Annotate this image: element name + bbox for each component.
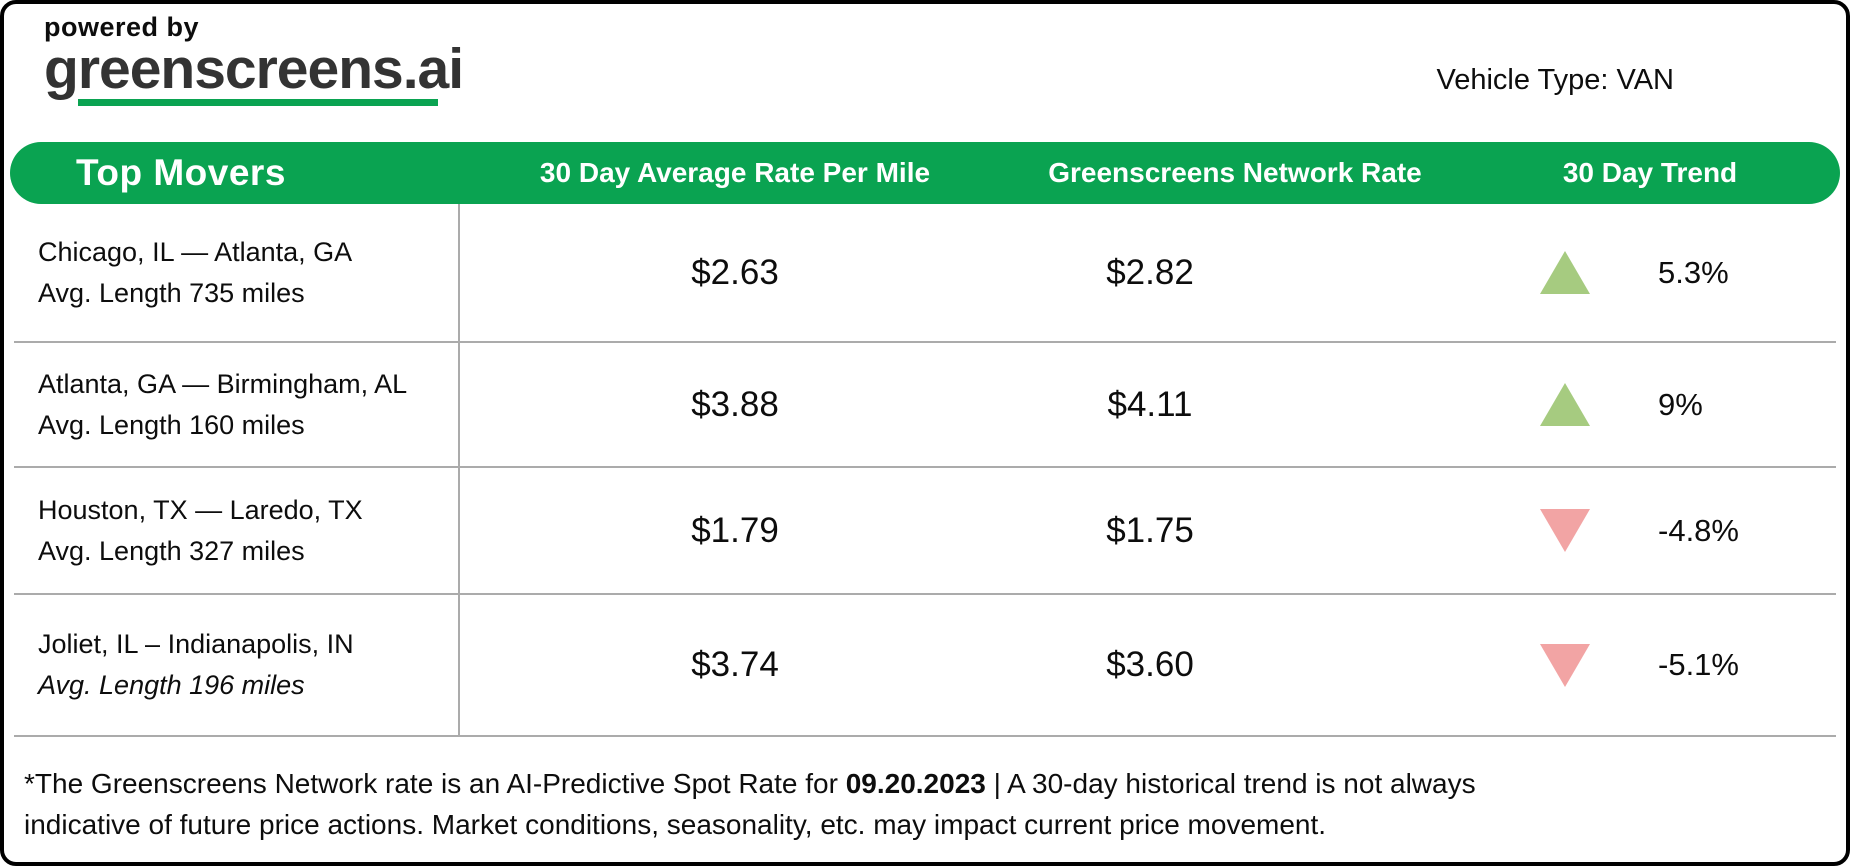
trend-cell: 5.3% <box>1460 204 1836 341</box>
route-cell: Houston, TX — Laredo, TX Avg. Length 327… <box>14 468 460 593</box>
route-length: Avg. Length 196 miles <box>38 670 305 700</box>
avg-rate-value: $2.63 <box>691 252 779 292</box>
trend-up-icon <box>1540 383 1590 426</box>
route-name: Joliet, IL – Indianapolis, IN <box>38 629 354 659</box>
footnote-prefix: *The Greenscreens Network rate is an AI-… <box>24 768 846 799</box>
brand-underline <box>78 99 438 106</box>
footnote-date: 09.20.2023 <box>845 768 986 799</box>
trend-up-icon <box>1540 251 1590 294</box>
powered-by-text: powered by <box>44 12 200 42</box>
table-header-bar: Top Movers 30 Day Average Rate Per Mile … <box>10 142 1840 204</box>
avg-rate-value: $3.74 <box>691 645 779 684</box>
table-row: Houston, TX — Laredo, TX Avg. Length 327… <box>14 468 1836 595</box>
route-length: Avg. Length 735 miles <box>38 277 305 308</box>
header-avg-rate: 30 Day Average Rate Per Mile <box>539 157 931 188</box>
trend-percent: -4.8% <box>1658 512 1739 548</box>
table-title: Top Movers <box>76 152 286 193</box>
avg-rate-value: $1.79 <box>691 510 779 550</box>
network-rate-value: $3.60 <box>1106 645 1194 684</box>
network-rate-value: $2.82 <box>1106 252 1194 292</box>
avg-rate-value: $3.88 <box>691 384 779 424</box>
trend-percent: 9% <box>1658 386 1703 422</box>
brand-name-text: greenscreens.ai <box>44 37 464 101</box>
vehicle-type-label: Vehicle Type: VAN <box>1436 64 1674 96</box>
trend-cell: -4.8% <box>1460 468 1836 593</box>
header-trend: 30 Day Trend <box>1562 157 1738 188</box>
footnote: *The Greenscreens Network rate is an AI-… <box>24 763 1584 845</box>
rates-table: Chicago, IL — Atlanta, GA Avg. Length 73… <box>14 204 1836 737</box>
table-row: Joliet, IL – Indianapolis, IN Avg. Lengt… <box>14 595 1836 737</box>
route-name: Houston, TX — Laredo, TX <box>38 494 363 525</box>
network-rate-value: $1.75 <box>1106 510 1194 550</box>
route-cell: Joliet, IL – Indianapolis, IN Avg. Lengt… <box>14 595 460 735</box>
route-length: Avg. Length 327 miles <box>38 535 305 566</box>
trend-down-icon <box>1540 509 1590 552</box>
brand-logo: powered by greenscreens.ai <box>44 12 464 106</box>
route-cell: Atlanta, GA — Birmingham, AL Avg. Length… <box>14 343 460 466</box>
network-rate-value: $4.11 <box>1107 384 1193 424</box>
table-row: Atlanta, GA — Birmingham, AL Avg. Length… <box>14 343 1836 468</box>
header-network-rate: Greenscreens Network Rate <box>1048 157 1422 188</box>
trend-cell: 9% <box>1460 343 1836 466</box>
route-cell: Chicago, IL — Atlanta, GA Avg. Length 73… <box>14 204 460 341</box>
route-length: Avg. Length 160 miles <box>38 409 305 440</box>
trend-percent: -5.1% <box>1658 647 1739 682</box>
trend-down-icon <box>1540 643 1590 687</box>
trend-percent: 5.3% <box>1658 254 1729 290</box>
table-row: Chicago, IL — Atlanta, GA Avg. Length 73… <box>14 204 1836 343</box>
route-name: Atlanta, GA — Birmingham, AL <box>38 368 408 399</box>
route-name: Chicago, IL — Atlanta, GA <box>38 236 353 267</box>
footnote-suffix: | A 30-day historical trend is not alway… <box>24 768 1476 840</box>
trend-cell: -5.1% <box>1460 595 1836 735</box>
